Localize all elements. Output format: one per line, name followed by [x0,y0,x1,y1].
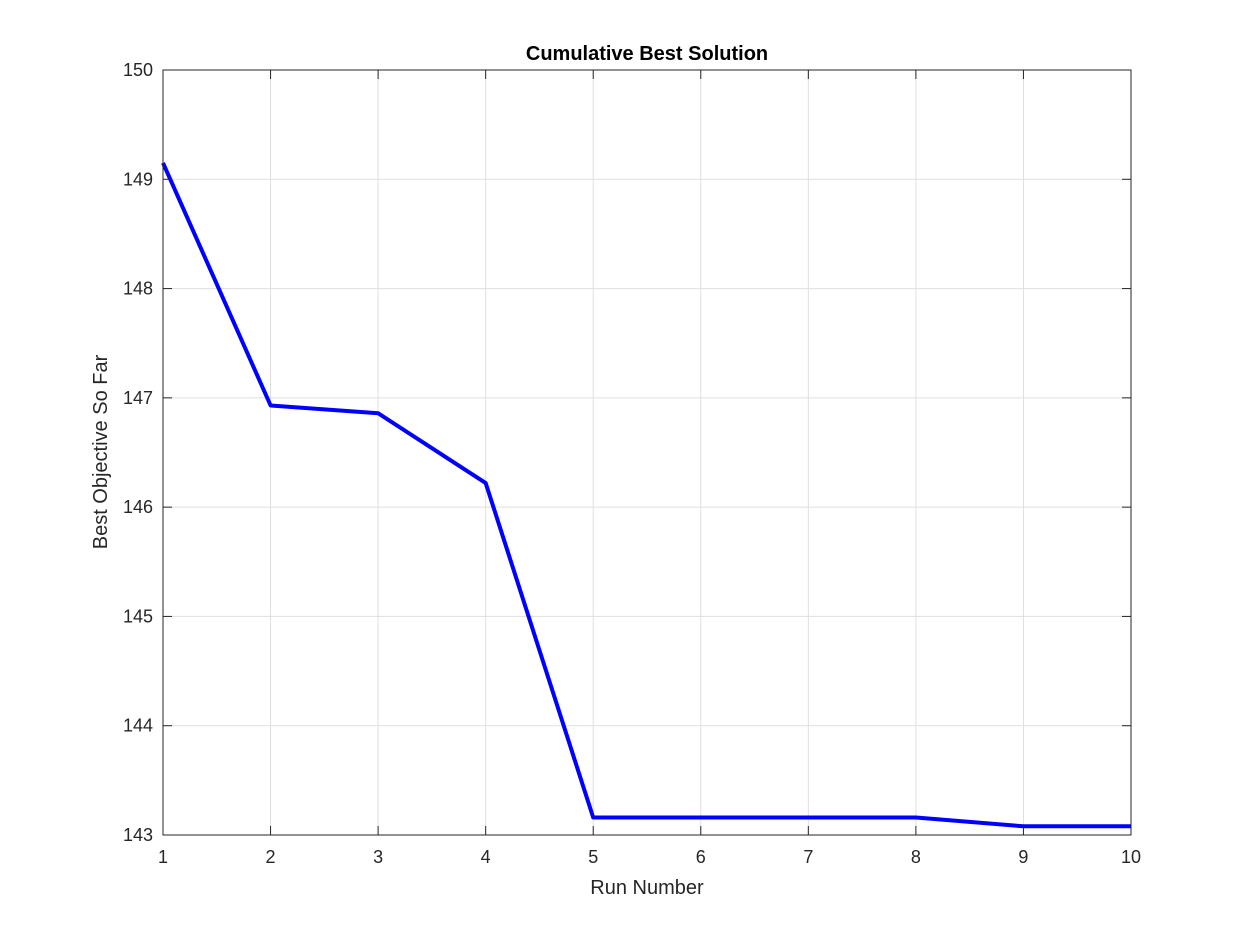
y-tick-label: 144 [123,716,153,736]
y-tick-label: 147 [123,388,153,408]
x-tick-label: 1 [158,847,168,867]
x-tick-label: 6 [696,847,706,867]
y-tick-label: 150 [123,60,153,80]
y-tick-label: 143 [123,825,153,845]
y-tick-label: 148 [123,279,153,299]
series-layer [161,162,1131,829]
y-tick-labels: 143 144 145 146 147 148 149 150 [123,60,153,845]
x-tick-label: 10 [1121,847,1141,867]
ticks [162,69,1132,836]
x-tick-label: 8 [911,847,921,867]
x-axis-label: Run Number [590,877,704,899]
x-tick-label: 4 [481,847,491,867]
x-tick-label: 5 [588,847,598,867]
plot-area-background [163,70,1131,835]
x-tick-label: 7 [803,847,813,867]
x-tick-label: 3 [373,847,383,867]
series-line [161,162,1131,829]
x-tick-label: 2 [266,847,276,867]
y-tick-label: 146 [123,497,153,517]
x-tick-labels: 1 2 3 4 5 6 7 8 9 10 [158,847,1141,867]
y-axis-label: Best Objective So Far [90,354,112,549]
chart-title: Cumulative Best Solution [526,43,768,65]
plot-axes: 1 2 3 4 5 6 7 8 9 10 143 144 145 146 147 148 149 150 [123,60,1141,867]
axes-box [162,69,1132,836]
y-tick-label: 145 [123,606,153,626]
x-tick-label: 9 [1018,847,1028,867]
y-tick-label: 149 [123,169,153,189]
